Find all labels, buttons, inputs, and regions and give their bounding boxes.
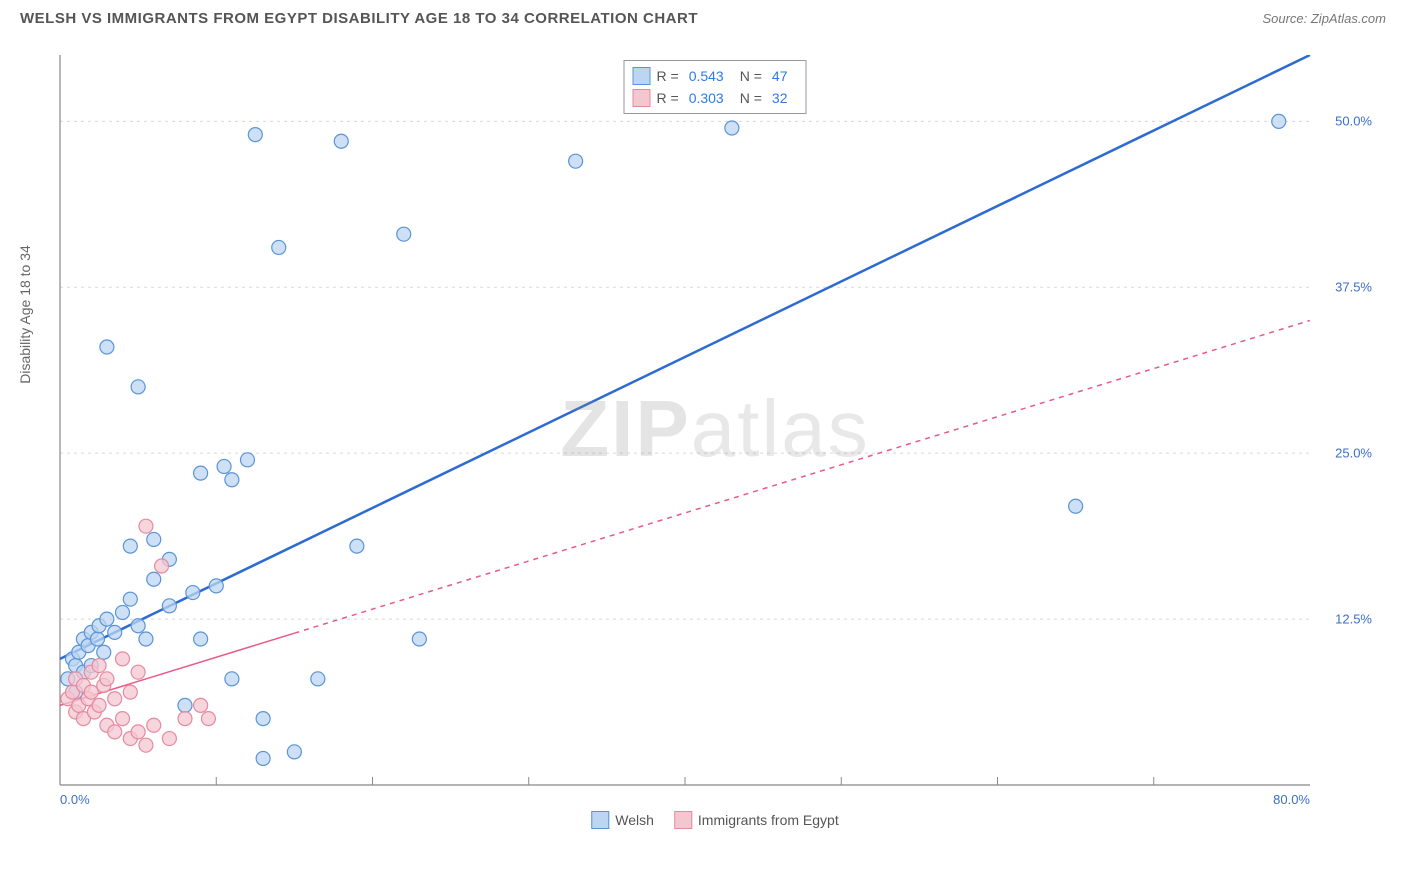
data-point <box>1069 499 1083 513</box>
data-point <box>256 751 270 765</box>
data-point <box>108 625 122 639</box>
x-tick-label: 80.0% <box>1273 792 1310 807</box>
data-point <box>217 459 231 473</box>
data-point <box>725 121 739 135</box>
y-tick-label: 25.0% <box>1335 446 1372 461</box>
data-point <box>334 134 348 148</box>
x-tick-label: 0.0% <box>60 792 90 807</box>
chart-title: WELSH VS IMMIGRANTS FROM EGYPT DISABILIT… <box>20 10 698 27</box>
y-axis-label: Disability Age 18 to 34 <box>17 245 33 384</box>
chart-header: WELSH VS IMMIGRANTS FROM EGYPT DISABILIT… <box>0 0 1406 27</box>
legend-swatch <box>633 67 651 85</box>
data-point <box>155 559 169 573</box>
legend-n-label: N = <box>740 68 762 84</box>
y-tick-label: 37.5% <box>1335 280 1372 295</box>
data-point <box>92 698 106 712</box>
data-point <box>272 240 286 254</box>
source-link[interactable]: ZipAtlas.com <box>1311 11 1386 26</box>
data-point <box>139 632 153 646</box>
source-label: Source: <box>1262 11 1310 26</box>
data-point <box>186 586 200 600</box>
data-point <box>100 612 114 626</box>
data-point <box>97 645 111 659</box>
source-citation: Source: ZipAtlas.com <box>1262 11 1386 26</box>
legend-r-label: R = <box>657 90 679 106</box>
data-point <box>397 227 411 241</box>
y-tick-label: 50.0% <box>1335 114 1372 129</box>
data-point <box>147 572 161 586</box>
data-point <box>248 128 262 142</box>
data-point <box>569 154 583 168</box>
data-point <box>91 632 105 646</box>
series-legend: Welsh Immigrants from Egypt <box>591 811 838 829</box>
legend-r-value: 0.303 <box>689 90 724 106</box>
data-point <box>194 466 208 480</box>
data-point <box>194 632 208 646</box>
data-point <box>108 692 122 706</box>
data-point <box>147 532 161 546</box>
data-point <box>311 672 325 686</box>
data-point <box>100 340 114 354</box>
legend-n-value: 47 <box>772 68 788 84</box>
data-point <box>287 745 301 759</box>
legend-n-value: 32 <box>772 90 788 106</box>
data-point <box>131 725 145 739</box>
correlation-legend: R = 0.543 N = 47 R = 0.303 N = 32 <box>624 60 807 114</box>
data-point <box>131 380 145 394</box>
data-point <box>225 473 239 487</box>
legend-swatch <box>633 89 651 107</box>
y-tick-label: 12.5% <box>1335 612 1372 627</box>
data-point <box>412 632 426 646</box>
legend-label: Immigrants from Egypt <box>698 812 839 828</box>
data-point <box>139 519 153 533</box>
data-point <box>350 539 364 553</box>
data-point <box>178 712 192 726</box>
legend-swatch <box>674 811 692 829</box>
data-point <box>84 685 98 699</box>
data-point <box>201 712 215 726</box>
data-point <box>131 619 145 633</box>
data-point <box>209 579 223 593</box>
legend-r-value: 0.543 <box>689 68 724 84</box>
chart-area: Disability Age 18 to 34 ZIPatlas R =0.54… <box>50 55 1380 835</box>
legend-r-label: R = <box>657 68 679 84</box>
data-point <box>116 605 130 619</box>
legend-item: Immigrants from Egypt <box>674 811 839 829</box>
data-point <box>1272 114 1286 128</box>
data-point <box>92 659 106 673</box>
data-point <box>241 453 255 467</box>
data-point <box>225 672 239 686</box>
data-point <box>116 652 130 666</box>
data-point <box>162 599 176 613</box>
data-point <box>123 539 137 553</box>
data-point <box>123 592 137 606</box>
data-point <box>116 712 130 726</box>
legend-swatch <box>591 811 609 829</box>
data-point <box>162 732 176 746</box>
legend-row: R = 0.543 N = 47 <box>633 65 798 87</box>
data-point <box>178 698 192 712</box>
legend-label: Welsh <box>615 812 654 828</box>
data-point <box>108 725 122 739</box>
data-point <box>131 665 145 679</box>
legend-n-label: N = <box>740 90 762 106</box>
scatter-plot <box>50 55 1380 835</box>
legend-item: Welsh <box>591 811 654 829</box>
legend-row: R = 0.303 N = 32 <box>633 87 798 109</box>
data-point <box>256 712 270 726</box>
data-point <box>100 672 114 686</box>
data-point <box>147 718 161 732</box>
data-point <box>123 685 137 699</box>
data-point <box>194 698 208 712</box>
data-point <box>139 738 153 752</box>
